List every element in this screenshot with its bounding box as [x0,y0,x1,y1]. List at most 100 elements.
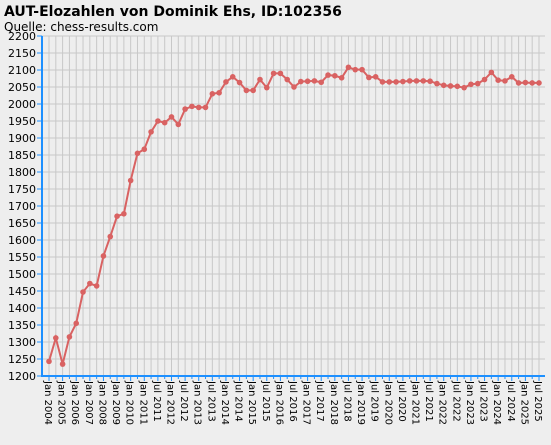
x-tick-label: Jul 2022 [450,380,461,422]
data-point [141,146,148,153]
x-tick-label: Jan 2013 [192,380,203,425]
data-point [223,79,229,85]
y-tick-label: 1650 [8,217,36,230]
data-point [447,83,454,89]
data-point [250,87,256,94]
data-point [325,72,331,78]
x-tick-label: Jan 2017 [301,380,312,425]
y-tick-label: 2100 [8,64,36,77]
data-point [311,78,318,84]
data-point [352,66,359,73]
data-point [345,64,352,71]
x-tick-label: Jan 2014 [219,380,230,425]
x-tick-label: Jul 2017 [314,380,325,422]
data-point [53,335,59,341]
x-tick-label: Jul 2014 [233,380,244,422]
data-point [93,283,100,289]
data-point [243,87,250,94]
data-point [372,74,379,80]
x-tick-label: Jan 2015 [246,380,257,425]
data-point [134,150,141,157]
data-point [229,74,236,80]
data-point [454,83,461,90]
data-point [87,280,93,287]
data-point [202,104,209,111]
data-point [400,78,406,85]
data-point [386,79,393,85]
data-point [508,74,515,80]
data-point [80,289,86,295]
data-point [155,118,161,124]
data-point [175,121,182,128]
x-tick-label: Jul 2016 [287,380,298,422]
data-point [161,119,168,126]
data-point [182,106,188,112]
x-tick-label: Jul 2021 [423,380,434,422]
data-point [59,361,66,367]
y-tick-label: 1700 [8,200,36,213]
y-tick-label: 2000 [8,98,36,111]
data-point [502,78,508,84]
data-point [474,80,481,87]
data-point [379,79,386,85]
y-tick-label: 1950 [8,115,36,128]
data-point [284,76,290,83]
data-point [515,80,522,86]
y-tick-label: 1850 [8,149,36,162]
data-point [46,358,52,365]
data-point [481,76,488,83]
data-point [318,79,325,86]
x-tick-label: Jan 2024 [491,380,502,425]
x-tick-label: Jul 2011 [151,380,162,422]
x-tick-label: Jan 2023 [464,380,475,425]
data-point [406,78,413,84]
x-tick-label: Jul 2015 [260,380,271,422]
y-tick-label: 1400 [8,302,36,315]
data-point [291,84,297,90]
y-tick-label: 1600 [8,234,36,247]
x-tick-label: Jan 2010 [124,380,135,425]
y-tick-label: 2050 [8,81,36,94]
x-tick-label: Jan 2006 [69,380,80,425]
y-tick-label: 2200 [8,30,36,43]
x-tick-label: Jan 2008 [96,380,107,425]
x-tick-label: Jul 2023 [478,380,489,422]
x-tick-label: Jan 2012 [165,380,176,425]
y-tick-label: 1350 [8,319,36,332]
data-point [366,74,372,81]
data-point [529,80,535,86]
data-point [66,334,73,340]
data-point [189,103,195,110]
chart-title: AUT-Elozahlen von Dominik Ehs, ID:102356 [4,4,342,20]
data-point [100,253,107,259]
data-point [216,89,222,96]
data-point [209,91,216,97]
y-tick-label: 1200 [8,370,36,383]
y-tick-label: 1500 [8,268,36,281]
y-tick-label: 1250 [8,353,36,366]
y-tick-label: 1750 [8,183,36,196]
data-point [536,80,542,86]
data-point [434,80,440,87]
data-point [114,213,120,219]
x-tick-label: Jan 2022 [437,380,448,425]
x-tick-label: Jan 2019 [355,380,366,425]
data-point [495,77,501,83]
y-tick-label: 1900 [8,132,36,145]
y-tick-label: 1550 [8,251,36,264]
data-point [461,84,467,91]
data-point [359,66,365,73]
data-point [393,79,399,85]
x-tick-label: Jul 2025 [532,380,543,422]
data-point [304,78,311,85]
chart-subtitle: Quelle: chess-results.com [4,20,158,34]
data-point [468,81,474,88]
x-tick-label: Jul 2020 [396,380,407,422]
x-tick-label: Jul 2018 [341,380,352,422]
data-point [298,78,304,85]
data-point [127,177,134,184]
x-tick-label: Jul 2012 [178,380,189,422]
data-point [488,69,495,76]
